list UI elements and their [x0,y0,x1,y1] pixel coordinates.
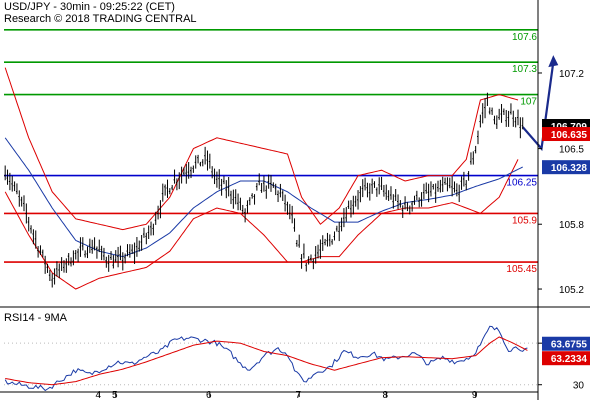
chart-title: USD/JPY - 30min - 09:25:22 (CET) [4,1,175,13]
time-tick-label: 8 [382,390,388,400]
rsi-badge-label: 63.2334 [551,354,588,365]
level-label: 105.45 [506,264,537,275]
level-label: 107.3 [512,64,537,75]
price-tick-label: 107.2 [559,69,584,80]
rsi-badge [542,336,590,351]
bollinger-upper-line [4,67,519,231]
price-badge-label: 106.328 [551,163,588,174]
rsi-title: RSI14 - 9MA [4,312,67,324]
time-tick-label: 5 [112,390,118,400]
price-tick-label: 105.8 [559,220,584,231]
indicators-layer [4,55,559,290]
time-tick-label: 6 [206,390,212,400]
level-label: 105.9 [512,215,537,226]
rsi-layer [4,325,538,392]
bollinger-lower-line [4,159,519,290]
time-tick-label: 7 [295,390,301,400]
price-tick-label: 106.5 [559,145,584,156]
copyright-text: Research © 2018 TRADING CENTRAL [4,13,197,25]
levels-layer: 107.6 107.3 107 106.25 105.9 105.45 [4,28,538,275]
price-tick-label: 105.2 [559,285,584,296]
time-tick-label: 9 [472,390,478,400]
rsi-tick-label: 30 [573,381,585,392]
rsi-badge [542,351,590,366]
rsi-series-9ma [5,336,528,386]
price-badge [542,127,590,142]
price-badge-label: 106.635 [551,130,588,141]
rsi-series-rsi14 [4,325,528,392]
time-tick-label: 4 [95,390,101,400]
price-badge [542,160,590,175]
candles-layer [4,92,524,288]
level-label: 107.6 [512,32,537,43]
level-label: 106.25 [506,178,537,189]
level-label: 107 [520,97,537,108]
projection-arrowhead [548,55,559,68]
rsi-badge-label: 63.6755 [551,340,588,351]
